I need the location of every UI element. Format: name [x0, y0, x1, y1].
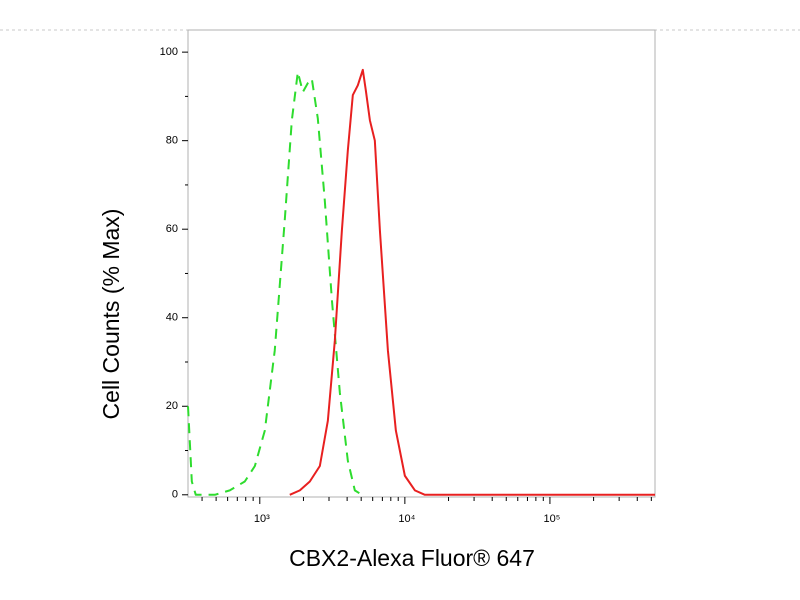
- y-tick-label: 60: [166, 223, 178, 235]
- y-tick-label: 0: [172, 489, 178, 501]
- y-tick-label: 80: [166, 135, 178, 147]
- plot-frame: [187, 29, 656, 498]
- histogram-line: [187, 71, 363, 496]
- y-axis-label: Cell Counts (% Max): [98, 209, 124, 420]
- histogram-line: [289, 68, 655, 496]
- y-tick-label: 40: [166, 312, 178, 324]
- y-tick-label: 20: [166, 400, 178, 412]
- x-tick-label: 10³: [254, 513, 270, 525]
- x-axis-label: CBX2-Alexa Fluor® 647: [289, 545, 535, 571]
- y-tick-label: 100: [160, 46, 178, 58]
- x-tick-label: 10⁵: [544, 513, 561, 525]
- x-tick-label: 10⁴: [398, 513, 415, 525]
